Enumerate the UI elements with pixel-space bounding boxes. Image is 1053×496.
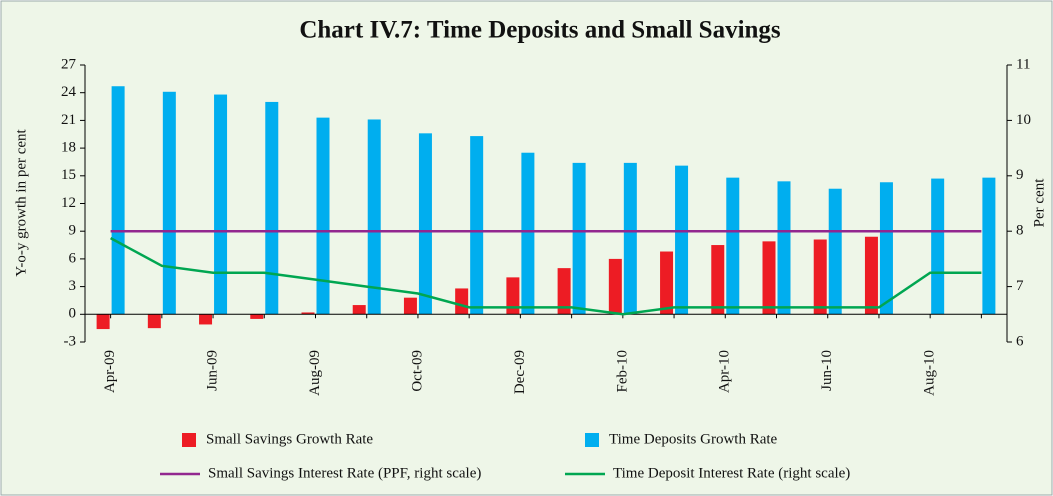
bar bbox=[162, 91, 176, 315]
y-tick-label: -3 bbox=[64, 333, 77, 349]
y-tick-label: 24 bbox=[61, 84, 77, 100]
y-tick-label: 15 bbox=[61, 167, 76, 183]
x-tick-label: Apr-09 bbox=[102, 350, 118, 393]
bar bbox=[199, 314, 213, 325]
x-tick-label: Aug-09 bbox=[307, 350, 323, 396]
legend-label: Small Savings Interest Rate (PPF, right … bbox=[208, 465, 481, 481]
bar bbox=[250, 314, 264, 319]
bar bbox=[608, 258, 622, 315]
bar bbox=[675, 165, 689, 315]
bar bbox=[931, 178, 945, 315]
bar bbox=[521, 152, 535, 315]
line bbox=[110, 237, 982, 316]
bar bbox=[660, 251, 674, 315]
bar bbox=[864, 236, 878, 315]
y2-tick-label: 6 bbox=[1016, 333, 1024, 349]
bar bbox=[147, 314, 161, 329]
y-tick-label: 9 bbox=[69, 223, 77, 239]
y2-tick-label: 8 bbox=[1016, 223, 1024, 239]
y-tick-label: 18 bbox=[61, 140, 76, 156]
chart-title: Chart IV.7: Time Deposits and Small Savi… bbox=[299, 17, 781, 44]
bar bbox=[96, 314, 110, 330]
bar bbox=[455, 288, 469, 315]
x-tick-label: Oct-09 bbox=[409, 350, 425, 392]
x-tick-label: Apr-10 bbox=[717, 350, 733, 393]
legend-label: Small Savings Growth Rate bbox=[206, 431, 373, 447]
legend-swatch bbox=[585, 433, 599, 447]
bar bbox=[214, 94, 228, 315]
x-tick-label: Aug-10 bbox=[922, 350, 938, 396]
y-tick-label: 21 bbox=[61, 112, 76, 128]
x-tick-label: Dec-09 bbox=[512, 350, 528, 394]
bar bbox=[726, 177, 740, 315]
legend-label: Time Deposits Growth Rate bbox=[609, 431, 778, 447]
bar bbox=[828, 188, 842, 315]
y-tick-label: 6 bbox=[69, 250, 77, 266]
legend-label: Time Deposit Interest Rate (right scale) bbox=[613, 465, 850, 481]
y-tick-label: 12 bbox=[61, 195, 76, 211]
x-tick-label: Jun-09 bbox=[204, 350, 220, 391]
bar bbox=[572, 162, 586, 315]
y2-tick-label: 9 bbox=[1016, 167, 1024, 183]
bar bbox=[367, 119, 381, 315]
x-tick-label: Jun-10 bbox=[819, 350, 835, 391]
bar bbox=[506, 277, 520, 315]
bar bbox=[557, 268, 571, 315]
y-tick-label: 3 bbox=[69, 278, 77, 294]
bar bbox=[623, 162, 637, 315]
bar bbox=[111, 86, 125, 315]
bar bbox=[352, 305, 366, 315]
bar bbox=[762, 241, 776, 315]
y-tick-label: 0 bbox=[69, 306, 77, 322]
y2-tick-label: 7 bbox=[1016, 278, 1024, 294]
bar bbox=[879, 182, 893, 315]
bar bbox=[982, 177, 996, 315]
x-tick-label: Feb-10 bbox=[614, 350, 630, 393]
legend-swatch bbox=[182, 433, 196, 447]
y2-axis-label: Per cent bbox=[1031, 178, 1047, 228]
bar bbox=[418, 133, 432, 315]
bar bbox=[316, 117, 330, 315]
bar bbox=[813, 239, 827, 315]
bar bbox=[403, 297, 417, 315]
bar bbox=[711, 245, 725, 315]
y2-tick-label: 10 bbox=[1016, 112, 1031, 128]
bar bbox=[777, 181, 791, 315]
bar bbox=[301, 312, 315, 315]
y-axis-label: Y-o-y growth in per cent bbox=[13, 128, 29, 276]
y-tick-label: 27 bbox=[61, 56, 77, 72]
bar bbox=[470, 136, 484, 315]
bar bbox=[265, 101, 279, 315]
y2-tick-label: 11 bbox=[1016, 56, 1030, 72]
